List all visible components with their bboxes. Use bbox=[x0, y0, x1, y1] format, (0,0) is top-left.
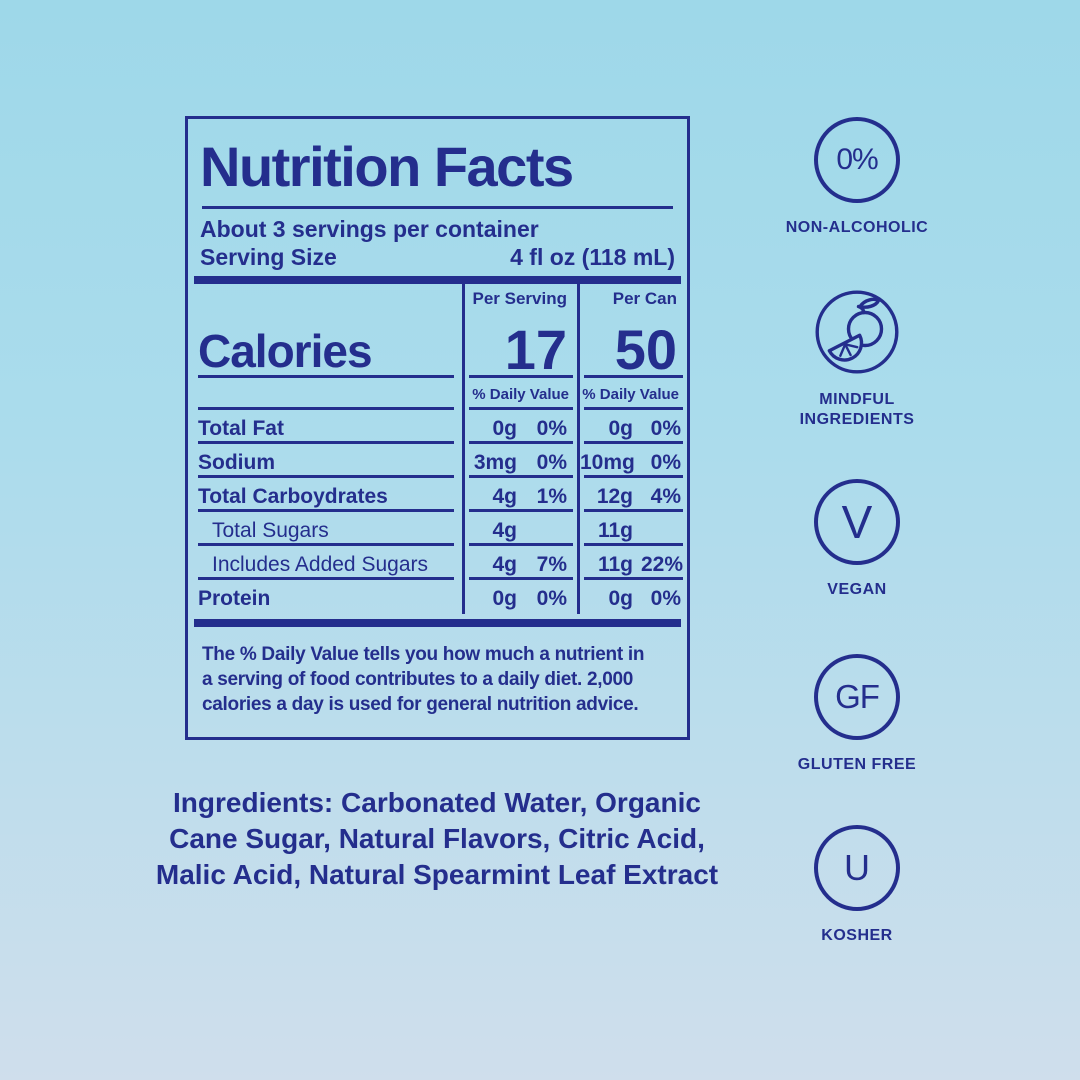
per-serving-header: Per Serving bbox=[462, 283, 577, 312]
nutrient-row-added-sugars: Includes Added Sugars 4g 7% 11g 22% bbox=[194, 545, 683, 580]
amount: 10mg bbox=[580, 450, 635, 474]
daily-value: 0% bbox=[650, 416, 681, 440]
zero-percent-icon: 0% bbox=[814, 117, 900, 203]
nutrient-row-total-sugars: Total Sugars 4g 11g bbox=[194, 511, 683, 546]
thick-divider-top bbox=[194, 275, 681, 284]
calories-row: Calories 17 50 bbox=[194, 311, 683, 378]
gluten-free-gf-icon: GF bbox=[814, 654, 900, 740]
nutrient-row-total-fat: Total Fat 0g 0% 0g 0% bbox=[194, 409, 683, 444]
nutrient-row-total-carbohydrates: Total Carboydrates 4g 1% 12g 4% bbox=[194, 477, 683, 512]
calories-per-serving-value: 17 bbox=[462, 311, 577, 378]
daily-value: 1% bbox=[536, 484, 567, 508]
amount: 11g bbox=[597, 518, 633, 542]
serving-size-row: Serving Size 4 fl oz (118 mL) bbox=[200, 244, 675, 270]
amount: 4g bbox=[492, 552, 517, 576]
amount: 0g bbox=[608, 586, 633, 610]
serving-size-label: Serving Size bbox=[200, 244, 337, 271]
badge-gluten-free: GF GLUTEN FREE bbox=[767, 654, 947, 775]
nutrient-row-protein: Protein 0g 0% 0g 0% bbox=[194, 579, 681, 614]
amount: 11g bbox=[597, 552, 633, 576]
daily-value: 7% bbox=[536, 552, 567, 576]
serving-size-value: 4 fl oz (118 mL) bbox=[510, 244, 675, 271]
mindful-ingredients-label: MINDFUL INGREDIENTS bbox=[799, 391, 915, 428]
daily-value: 0% bbox=[650, 450, 681, 474]
daily-value: 22% bbox=[641, 552, 684, 576]
vegan-v-icon: V bbox=[814, 479, 900, 565]
calories-per-can-value: 50 bbox=[577, 311, 687, 378]
nutrition-facts-title: Nutrition Facts bbox=[200, 135, 574, 198]
ingredients-text: Ingredients: Carbonated Water, Organic C… bbox=[155, 787, 719, 890]
nutrient-row-sodium: Sodium 3mg 0% 10mg 0% bbox=[194, 443, 683, 478]
badge-non-alcoholic: 0% NON-ALCOHOLIC bbox=[767, 117, 947, 238]
badge-kosher: U KOSHER bbox=[767, 825, 947, 946]
column-header-row: Per Serving Per Can bbox=[194, 283, 681, 312]
nutrition-facts-label: Nutrition Facts About 3 servings per con… bbox=[185, 116, 690, 740]
daily-value-footnote: The % Daily Value tells you how much a n… bbox=[202, 643, 645, 715]
amount: 0g bbox=[492, 416, 517, 440]
badge-vegan: V VEGAN bbox=[767, 479, 947, 600]
gluten-free-label: GLUTEN FREE bbox=[797, 756, 917, 773]
daily-value: 0% bbox=[536, 586, 567, 610]
thick-divider-bottom bbox=[194, 618, 681, 627]
title-divider bbox=[202, 206, 673, 209]
daily-value: 0% bbox=[536, 450, 567, 474]
nutrition-table: Per Serving Per Can Calories 17 50 % Dai… bbox=[194, 283, 683, 614]
amount: 0g bbox=[492, 586, 517, 610]
amount: 0g bbox=[608, 416, 633, 440]
daily-value: 0% bbox=[650, 586, 681, 610]
badge-column: 0% NON-ALCOHOLIC MINDFUL INGREDIENTS bbox=[767, 0, 947, 1080]
badge-mindful-ingredients: MINDFUL INGREDIENTS bbox=[767, 289, 947, 430]
daily-value-header-row: % Daily Value % Daily Value bbox=[194, 377, 683, 410]
daily-value: 4% bbox=[650, 484, 681, 508]
label-header: Nutrition Facts About 3 servings per con… bbox=[188, 119, 687, 271]
kosher-u-icon: U bbox=[814, 825, 900, 911]
daily-value: 0% bbox=[536, 416, 567, 440]
non-alcoholic-label: NON-ALCOHOLIC bbox=[785, 219, 929, 236]
daily-value-header-can: % Daily Value bbox=[577, 377, 687, 410]
calories-label: Calories bbox=[194, 312, 462, 378]
servings-per-container: About 3 servings per container bbox=[200, 215, 539, 242]
amount: 4g bbox=[492, 484, 517, 508]
citrus-fruit-icon bbox=[815, 290, 899, 374]
amount: 12g bbox=[596, 484, 633, 508]
daily-value-header-serving: % Daily Value bbox=[462, 377, 577, 410]
vegan-label: VEGAN bbox=[827, 581, 887, 598]
amount: 4g bbox=[492, 518, 517, 542]
per-can-header: Per Can bbox=[577, 283, 687, 312]
amount: 3mg bbox=[473, 450, 517, 474]
kosher-label: KOSHER bbox=[821, 927, 893, 944]
